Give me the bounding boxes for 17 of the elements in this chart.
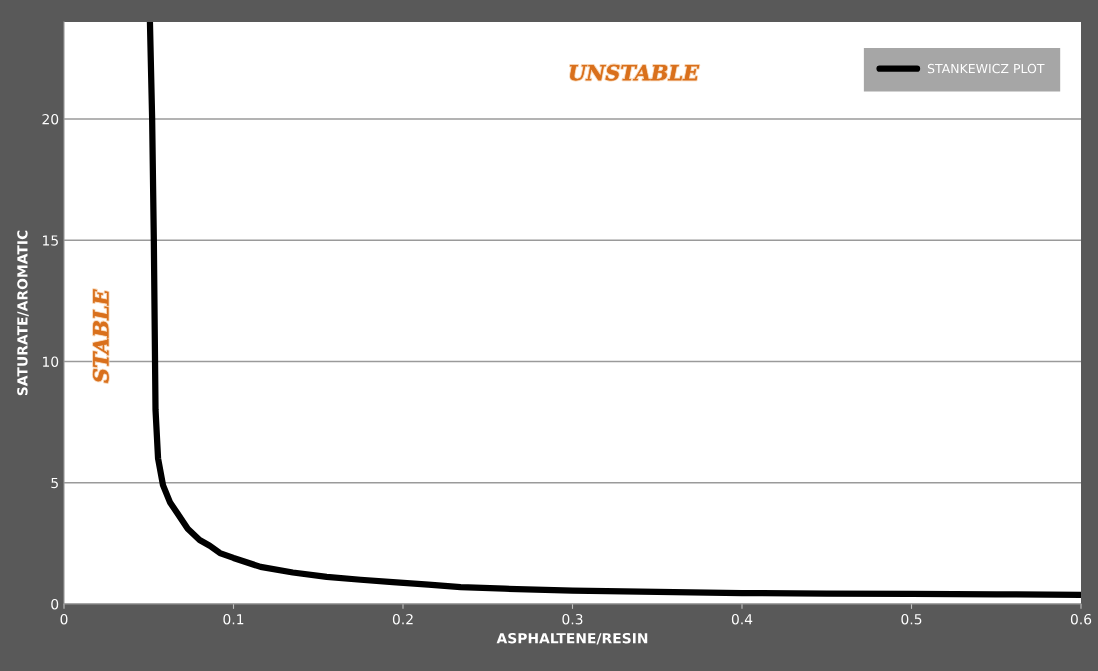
y-tick-label: 20 bbox=[42, 113, 59, 125]
x-tick-label: 0.6 bbox=[1070, 613, 1092, 625]
y-axis-title: SATURATE/AROMATIC bbox=[17, 230, 29, 396]
x-tick-label: 0.5 bbox=[901, 613, 922, 625]
x-tick-label: 0 bbox=[60, 613, 68, 625]
x-tick-label: 0.1 bbox=[223, 613, 244, 625]
x-tick-label: 0.4 bbox=[731, 613, 753, 625]
x-tick-label: 0.2 bbox=[392, 613, 413, 625]
legend-label: STANKEWICZ PLOT bbox=[927, 63, 1045, 74]
annotation: STABLE bbox=[92, 289, 109, 383]
y-tick-label: 5 bbox=[51, 477, 58, 489]
y-tick-label: 15 bbox=[42, 235, 58, 246]
x-axis-title: ASPHALTENE/RESIN bbox=[496, 632, 648, 645]
annotation: UNSTABLE bbox=[570, 64, 700, 81]
x-tick-label: 0.3 bbox=[562, 613, 583, 625]
y-tick-label: 10 bbox=[42, 356, 59, 367]
y-tick-label: 0 bbox=[51, 598, 59, 610]
